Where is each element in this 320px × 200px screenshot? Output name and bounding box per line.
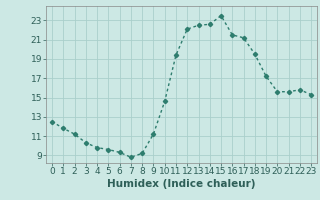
X-axis label: Humidex (Indice chaleur): Humidex (Indice chaleur) xyxy=(107,179,256,189)
